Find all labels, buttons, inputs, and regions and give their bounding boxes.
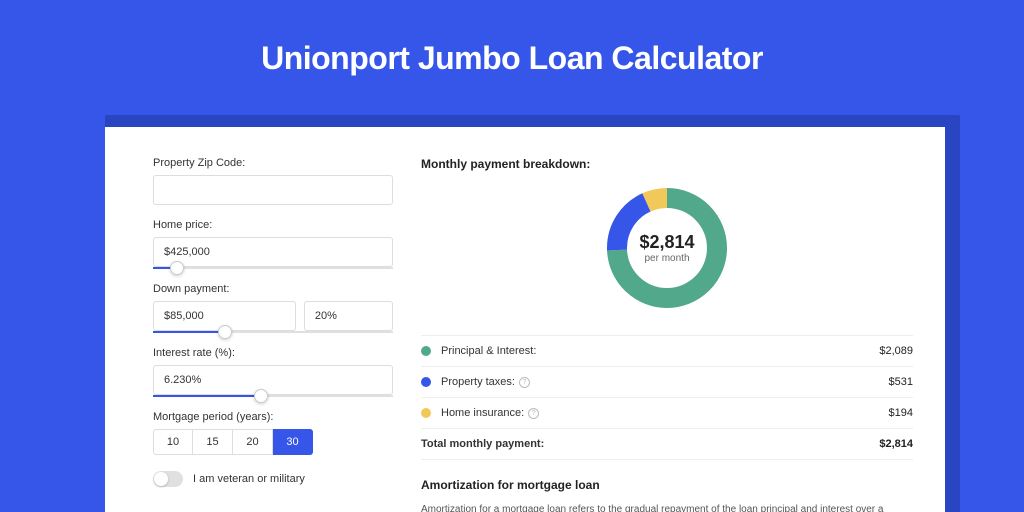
breakdown-column: Monthly payment breakdown: $2,814 per mo… [421,157,913,512]
veteran-toggle[interactable] [153,471,183,487]
amortization-text: Amortization for a mortgage loan refers … [421,502,913,512]
legend-row: Principal & Interest:$2,089 [421,336,913,367]
legend-row: Home insurance:?$194 [421,398,913,429]
donut-sublabel: per month [644,253,689,264]
period-button-15[interactable]: 15 [193,429,233,455]
legend-amount: $531 [889,376,913,388]
down-payment-percent-input[interactable] [304,301,393,331]
period-button-30[interactable]: 30 [273,429,313,455]
info-icon[interactable]: ? [528,408,539,419]
home-price-label: Home price: [153,219,393,231]
breakdown-legend: Principal & Interest:$2,089Property taxe… [421,335,913,460]
interest-slider-thumb[interactable] [254,389,268,403]
home-price-slider-thumb[interactable] [170,261,184,275]
calculator-panel: Property Zip Code: Home price: Down paym… [105,127,945,512]
page-title: Unionport Jumbo Loan Calculator [0,0,1024,77]
legend-dot [421,408,431,418]
veteran-toggle-knob [154,472,168,486]
zip-label: Property Zip Code: [153,157,393,169]
legend-row: Property taxes:?$531 [421,367,913,398]
page-background: Unionport Jumbo Loan Calculator Property… [0,0,1024,512]
home-price-field: Home price: [153,219,393,269]
home-price-slider[interactable] [153,267,393,269]
interest-field: Interest rate (%): [153,347,393,397]
interest-slider[interactable] [153,395,393,397]
donut-chart-area: $2,814 per month [421,183,913,313]
zip-field: Property Zip Code: [153,157,393,205]
legend-label: Home insurance:? [441,407,889,419]
legend-total-row: Total monthly payment:$2,814 [421,429,913,460]
period-button-group: 10152030 [153,429,393,455]
form-column: Property Zip Code: Home price: Down paym… [153,157,393,512]
home-price-input[interactable] [153,237,393,267]
period-label: Mortgage period (years): [153,411,393,423]
info-icon[interactable]: ? [519,377,530,388]
period-button-10[interactable]: 10 [153,429,193,455]
down-payment-label: Down payment: [153,283,393,295]
donut-center: $2,814 per month [602,183,732,313]
legend-amount: $2,089 [879,345,913,357]
legend-label: Property taxes:? [441,376,889,388]
interest-input[interactable] [153,365,393,395]
legend-dot [421,346,431,356]
legend-total-label: Total monthly payment: [421,438,879,450]
legend-label: Principal & Interest: [441,345,879,357]
amortization-title: Amortization for mortgage loan [421,478,913,492]
veteran-label: I am veteran or military [193,473,305,485]
down-payment-slider[interactable] [153,331,393,333]
donut-value: $2,814 [639,232,694,253]
legend-total-amount: $2,814 [879,438,913,450]
donut-chart: $2,814 per month [602,183,732,313]
breakdown-title: Monthly payment breakdown: [421,157,913,171]
down-payment-slider-thumb[interactable] [218,325,232,339]
legend-dot [421,377,431,387]
period-field: Mortgage period (years): 10152030 [153,411,393,455]
veteran-row: I am veteran or military [153,471,393,487]
period-button-20[interactable]: 20 [233,429,273,455]
interest-label: Interest rate (%): [153,347,393,359]
zip-input[interactable] [153,175,393,205]
legend-amount: $194 [889,407,913,419]
down-payment-field: Down payment: [153,283,393,333]
